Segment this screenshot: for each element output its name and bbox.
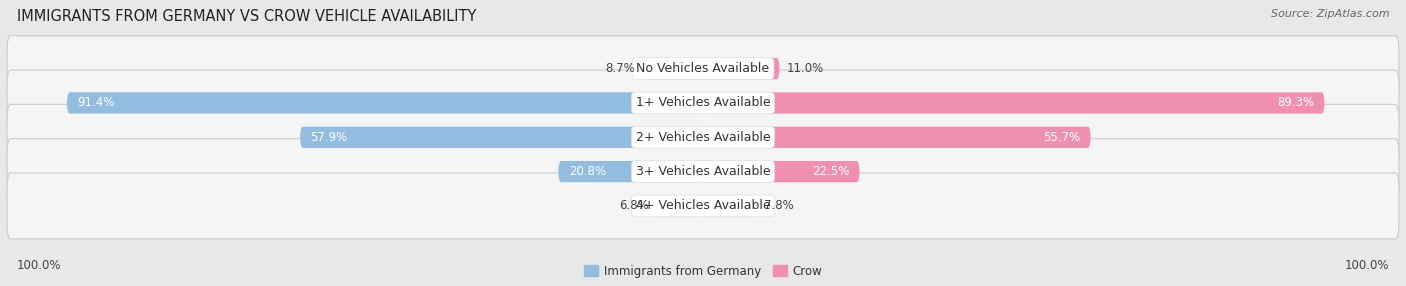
FancyBboxPatch shape: [703, 127, 1091, 148]
Text: 1+ Vehicles Available: 1+ Vehicles Available: [636, 96, 770, 110]
Text: 100.0%: 100.0%: [1344, 259, 1389, 273]
FancyBboxPatch shape: [703, 92, 1324, 114]
Text: 6.8%: 6.8%: [619, 199, 648, 212]
Text: 8.7%: 8.7%: [606, 62, 636, 75]
FancyBboxPatch shape: [703, 161, 859, 182]
Text: 57.9%: 57.9%: [311, 131, 347, 144]
FancyBboxPatch shape: [67, 92, 703, 114]
Text: Source: ZipAtlas.com: Source: ZipAtlas.com: [1271, 9, 1389, 19]
FancyBboxPatch shape: [558, 161, 703, 182]
FancyBboxPatch shape: [703, 58, 779, 79]
FancyBboxPatch shape: [7, 104, 1399, 170]
FancyBboxPatch shape: [703, 195, 758, 217]
Text: 4+ Vehicles Available: 4+ Vehicles Available: [636, 199, 770, 212]
Text: 91.4%: 91.4%: [77, 96, 115, 110]
Text: 22.5%: 22.5%: [811, 165, 849, 178]
Text: 100.0%: 100.0%: [17, 259, 62, 273]
Text: 2+ Vehicles Available: 2+ Vehicles Available: [636, 131, 770, 144]
FancyBboxPatch shape: [7, 139, 1399, 204]
FancyBboxPatch shape: [643, 58, 703, 79]
FancyBboxPatch shape: [655, 195, 703, 217]
Text: 3+ Vehicles Available: 3+ Vehicles Available: [636, 165, 770, 178]
Legend: Immigrants from Germany, Crow: Immigrants from Germany, Crow: [579, 260, 827, 282]
Text: 20.8%: 20.8%: [568, 165, 606, 178]
Text: 11.0%: 11.0%: [786, 62, 824, 75]
Text: No Vehicles Available: No Vehicles Available: [637, 62, 769, 75]
FancyBboxPatch shape: [299, 127, 703, 148]
FancyBboxPatch shape: [7, 173, 1399, 239]
Text: 55.7%: 55.7%: [1043, 131, 1080, 144]
FancyBboxPatch shape: [7, 36, 1399, 102]
Text: 89.3%: 89.3%: [1277, 96, 1315, 110]
FancyBboxPatch shape: [7, 70, 1399, 136]
Text: IMMIGRANTS FROM GERMANY VS CROW VEHICLE AVAILABILITY: IMMIGRANTS FROM GERMANY VS CROW VEHICLE …: [17, 9, 477, 23]
Text: 7.8%: 7.8%: [765, 199, 794, 212]
